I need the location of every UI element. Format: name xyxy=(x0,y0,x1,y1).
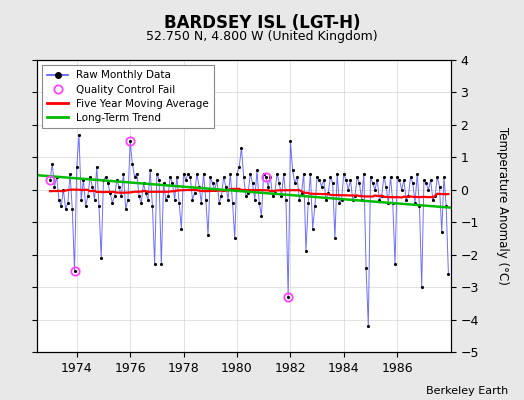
Text: Berkeley Earth: Berkeley Earth xyxy=(426,386,508,396)
Text: BARDSEY ISL (LGT-H): BARDSEY ISL (LGT-H) xyxy=(163,14,361,32)
Y-axis label: Temperature Anomaly (°C): Temperature Anomaly (°C) xyxy=(496,127,508,285)
Legend: Raw Monthly Data, Quality Control Fail, Five Year Moving Average, Long-Term Tren: Raw Monthly Data, Quality Control Fail, … xyxy=(42,65,214,128)
Text: 52.750 N, 4.800 W (United Kingdom): 52.750 N, 4.800 W (United Kingdom) xyxy=(146,30,378,43)
